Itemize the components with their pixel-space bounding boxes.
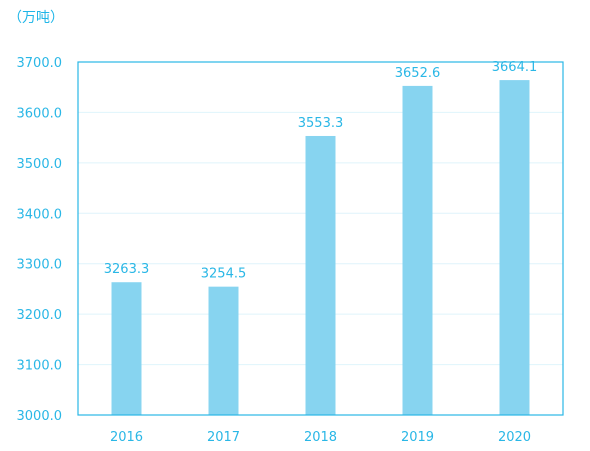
data-label: 3263.3 xyxy=(104,262,150,277)
y-tick-label: 3400.0 xyxy=(17,207,63,222)
x-tick-label: 2019 xyxy=(401,430,434,445)
bar-2017 xyxy=(208,286,239,415)
y-tick-label: 3500.0 xyxy=(17,157,63,172)
unit-label: （万吨） xyxy=(8,10,64,26)
y-axis-ticks: 3000.0 3100.0 3200.0 3300.0 3400.0 3500.0 3600… xyxy=(17,56,63,424)
bar-2016 xyxy=(111,282,142,415)
y-tick-label: 3000.0 xyxy=(17,409,63,424)
data-label: 3254.5 xyxy=(201,267,247,282)
data-label: 3553.3 xyxy=(298,116,344,131)
x-axis-ticks: 2016 2017 2018 2019 2020 xyxy=(110,430,531,445)
y-tick-label: 3600.0 xyxy=(17,106,63,121)
y-tick-label: 3700.0 xyxy=(17,56,63,71)
x-tick-label: 2017 xyxy=(207,430,240,445)
plot-frame xyxy=(77,61,564,416)
data-labels: 3263.3 3254.5 3553.3 3652.6 3664.1 xyxy=(104,60,538,282)
x-tick-label: 2018 xyxy=(304,430,337,445)
bar-2018 xyxy=(305,135,336,416)
x-tick-label: 2020 xyxy=(498,430,531,445)
data-label: 3652.6 xyxy=(395,66,441,81)
y-tick-label: 3300.0 xyxy=(17,258,63,273)
y-tick-label: 3200.0 xyxy=(17,308,63,323)
bars xyxy=(111,80,530,416)
x-tick-label: 2016 xyxy=(110,430,143,445)
y-tick-label: 3100.0 xyxy=(17,359,63,374)
bar-2020 xyxy=(499,80,530,416)
bar-2019 xyxy=(402,85,433,416)
data-label: 3664.1 xyxy=(492,60,538,75)
